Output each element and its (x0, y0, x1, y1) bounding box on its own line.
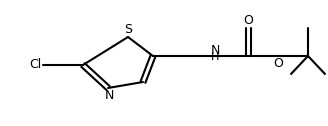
Text: O: O (243, 14, 253, 27)
Text: Cl: Cl (29, 58, 41, 71)
Text: N: N (210, 44, 220, 57)
Text: O: O (273, 57, 283, 70)
Text: H: H (211, 52, 219, 62)
Text: N: N (104, 89, 114, 102)
Text: S: S (124, 23, 132, 36)
